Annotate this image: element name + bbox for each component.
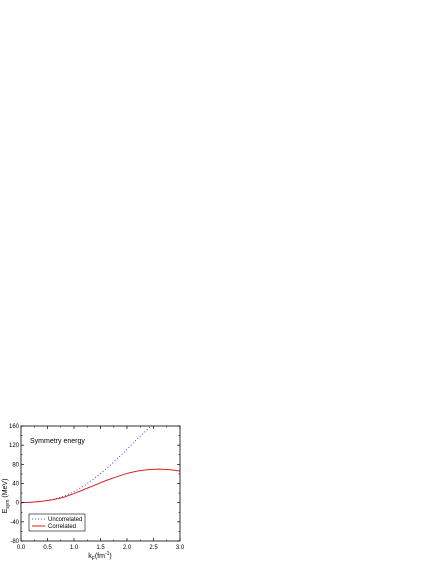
y-tick-label: 40 [12, 482, 19, 488]
legend: Uncorrelated Correlated [28, 513, 86, 532]
x-tick-label: 1.0 [70, 545, 79, 551]
x-tick-label: 0.5 [43, 545, 52, 551]
y-tick-label: 80 [12, 462, 19, 468]
axes: 0.0 0.5 1.0 1.5 2.0 2.5 3.0 -80 -40 0 40 80 120 160 [9, 424, 185, 551]
x-axis-label-main: k [88, 553, 92, 560]
x-axis-label-rest: (fm [95, 553, 105, 560]
x-axis-label-end: ) [109, 553, 111, 560]
legend-label-uncorrelated: Uncorrelated [48, 517, 82, 523]
x-tick-label: 0.0 [17, 545, 26, 551]
y-axis-label-main: E [2, 508, 9, 513]
x-axis-label-sup: -1 [105, 551, 110, 557]
plot-area [20, 425, 181, 504]
x-tick-label: 2.0 [123, 545, 132, 551]
x-tick-label: 2.5 [149, 545, 158, 551]
y-axis-label-sub: sym [5, 500, 11, 509]
y-tick-label: -40 [10, 520, 19, 526]
x-axis-label-sub: F [92, 556, 95, 562]
y-tick-label: 0 [16, 501, 20, 507]
y-tick-label: 120 [9, 443, 20, 449]
x-axis-label: kF(fm-1) [88, 551, 111, 562]
x-tick-label: 1.5 [96, 545, 105, 551]
y-axis-label: Esym (MeV) [2, 479, 11, 514]
legend-label-correlated: Correlated [48, 524, 76, 530]
legend-box [28, 513, 86, 532]
annotation-symmetry-energy: Symmetry energy [30, 438, 85, 445]
y-tick-label: 160 [9, 424, 20, 430]
y-axis-label-rest: (MeV) [2, 479, 9, 500]
series-line-correlated [20, 468, 181, 504]
x-tick-label: 3.0 [176, 545, 185, 551]
y-tick-label: -80 [10, 539, 19, 545]
